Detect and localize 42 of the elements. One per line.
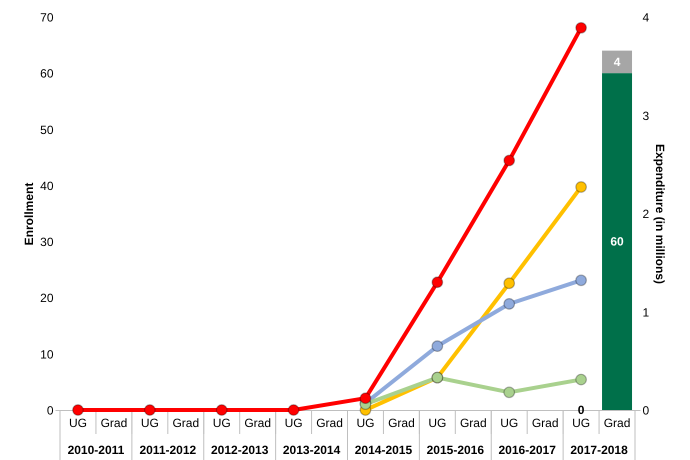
text: 2017-2018 xyxy=(570,443,628,457)
x-tick-label: UG xyxy=(428,416,446,430)
data-label: 4 xyxy=(614,54,621,69)
text: 2013-2014 xyxy=(282,443,341,457)
text: 2016-2017 xyxy=(498,443,556,457)
y-tick-label: 30 xyxy=(40,235,54,250)
x-tick-label: UG xyxy=(68,416,87,430)
data-label: 60 xyxy=(610,234,624,249)
x-tick-label: Grad xyxy=(316,416,343,430)
y-tick-label: 0 xyxy=(46,404,54,418)
text: 2012-2013 xyxy=(210,443,269,457)
data-label: 0 xyxy=(578,403,585,417)
x-tick-label: Grad xyxy=(388,416,415,430)
x-tick-label: Grad xyxy=(172,416,200,430)
y-tick-label: 20 xyxy=(40,291,54,306)
y-tick-label: 70 xyxy=(40,10,54,24)
y-tick-label: 40 xyxy=(40,178,54,193)
y2-tick-label: 2 xyxy=(642,207,650,221)
x-tick-label: UG xyxy=(500,416,518,430)
y-tick-label: 50 xyxy=(40,122,54,137)
text: 2010-2011 xyxy=(68,443,125,457)
x-tick-label: Grad xyxy=(100,416,128,430)
text: 2014-2015 xyxy=(354,443,412,457)
x-tick-label: UG xyxy=(284,416,303,430)
x-tick-label: Grad xyxy=(532,416,558,430)
x-tick-label: Grad xyxy=(460,416,487,430)
y2-tick-label: 0 xyxy=(642,404,650,418)
x-tick-label: Grad xyxy=(604,416,630,430)
y2-tick-label: 3 xyxy=(642,108,650,123)
text: 2011-2012 xyxy=(139,443,196,457)
x-tick-label: UG xyxy=(212,416,231,430)
text: 2015-2016 xyxy=(426,443,484,457)
y2-axis-title: Expenditure (in millions) xyxy=(653,144,668,284)
y-tick-label: 60 xyxy=(40,66,54,81)
x-tick-label: Grad xyxy=(244,416,271,430)
y-tick-label: 10 xyxy=(40,347,54,362)
x-tick-label: UG xyxy=(356,416,374,430)
x-tick-label: UG xyxy=(140,416,159,430)
y2-tick-label: 1 xyxy=(642,305,650,320)
y-axis-title: Enrollment xyxy=(22,182,36,246)
y2-tick-label: 4 xyxy=(642,10,650,24)
x-tick-label: UG xyxy=(572,416,590,430)
